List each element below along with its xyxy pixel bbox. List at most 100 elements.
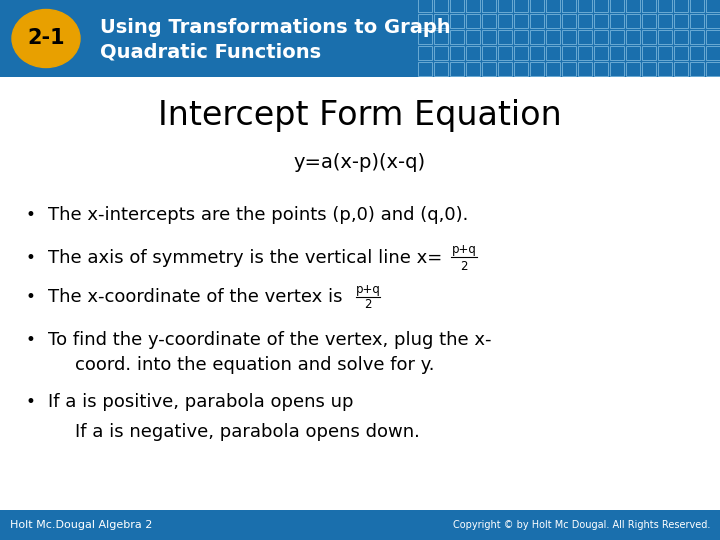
Bar (546, 0, 560, 12)
Bar (578, 0, 592, 12)
Text: If a is negative, parabola opens down.: If a is negative, parabola opens down. (75, 423, 420, 441)
Text: y=a(x-p)(x-q): y=a(x-p)(x-q) (294, 153, 426, 172)
Bar (690, 0, 704, 12)
Bar (690, 62, 704, 76)
Text: Copyright © by Holt Mc Dougal. All Rights Reserved.: Copyright © by Holt Mc Dougal. All Right… (453, 520, 710, 530)
Bar (418, 14, 432, 28)
Bar (514, 30, 528, 44)
Bar (594, 46, 608, 60)
Text: The x-coordinate of the vertex is: The x-coordinate of the vertex is (48, 288, 343, 306)
Bar (642, 30, 656, 44)
Bar (594, 14, 608, 28)
Text: •: • (25, 249, 35, 267)
Bar (562, 62, 576, 76)
Bar (0, 0, 720, 77)
Bar (578, 14, 592, 28)
Bar (482, 0, 496, 12)
Bar (498, 46, 512, 60)
Text: •: • (25, 393, 35, 411)
Bar (466, 0, 480, 12)
Bar (658, 0, 672, 12)
Bar (706, 14, 720, 28)
Bar (482, 62, 496, 76)
Bar (562, 46, 576, 60)
Text: If a is positive, parabola opens up: If a is positive, parabola opens up (48, 393, 354, 411)
Bar (690, 46, 704, 60)
Bar (706, 30, 720, 44)
Bar (674, 46, 688, 60)
Text: Quadratic Functions: Quadratic Functions (100, 42, 321, 61)
Bar (706, 46, 720, 60)
Bar (706, 0, 720, 12)
Bar (610, 46, 624, 60)
Bar (0, 510, 720, 540)
Text: coord. into the equation and solve for y.: coord. into the equation and solve for y… (75, 356, 434, 374)
Bar (690, 14, 704, 28)
Text: 2: 2 (460, 260, 468, 273)
Bar (626, 62, 640, 76)
Bar (466, 46, 480, 60)
Text: p+q: p+q (356, 284, 380, 296)
Bar (530, 46, 544, 60)
Bar (498, 30, 512, 44)
Bar (434, 14, 448, 28)
Bar (658, 62, 672, 76)
Bar (418, 46, 432, 60)
Bar (530, 30, 544, 44)
Bar (546, 62, 560, 76)
Bar (674, 0, 688, 12)
Text: Intercept Form Equation: Intercept Form Equation (158, 98, 562, 132)
Text: Holt Mc.Dougal Algebra 2: Holt Mc.Dougal Algebra 2 (10, 520, 153, 530)
Bar (642, 46, 656, 60)
Bar (610, 62, 624, 76)
Text: •: • (25, 206, 35, 224)
Bar (530, 62, 544, 76)
Bar (450, 46, 464, 60)
Bar (434, 46, 448, 60)
Bar (514, 0, 528, 12)
Bar (482, 46, 496, 60)
Bar (706, 62, 720, 76)
Bar (418, 0, 432, 12)
Bar (658, 14, 672, 28)
Bar (642, 0, 656, 12)
Bar (530, 0, 544, 12)
Bar (658, 30, 672, 44)
Bar (498, 62, 512, 76)
Bar (514, 62, 528, 76)
Bar (578, 62, 592, 76)
Bar (562, 0, 576, 12)
Bar (546, 46, 560, 60)
Bar (514, 46, 528, 60)
Text: 2-1: 2-1 (27, 29, 65, 49)
Bar (626, 14, 640, 28)
Bar (578, 46, 592, 60)
Bar (658, 46, 672, 60)
Bar (418, 30, 432, 44)
Bar (466, 30, 480, 44)
Bar (674, 62, 688, 76)
Bar (498, 14, 512, 28)
Bar (418, 62, 432, 76)
Bar (610, 30, 624, 44)
Text: •: • (25, 331, 35, 349)
Bar (626, 0, 640, 12)
Text: •: • (25, 288, 35, 306)
Bar (626, 46, 640, 60)
Bar (610, 0, 624, 12)
Bar (466, 62, 480, 76)
Bar (530, 14, 544, 28)
Bar (578, 30, 592, 44)
Bar (434, 30, 448, 44)
Text: 2: 2 (364, 298, 372, 310)
Bar (642, 14, 656, 28)
Bar (450, 14, 464, 28)
Bar (434, 62, 448, 76)
Bar (610, 14, 624, 28)
Bar (642, 62, 656, 76)
Bar (690, 30, 704, 44)
Text: Using Transformations to Graph: Using Transformations to Graph (100, 18, 451, 37)
Bar (466, 14, 480, 28)
Bar (626, 30, 640, 44)
Bar (594, 0, 608, 12)
